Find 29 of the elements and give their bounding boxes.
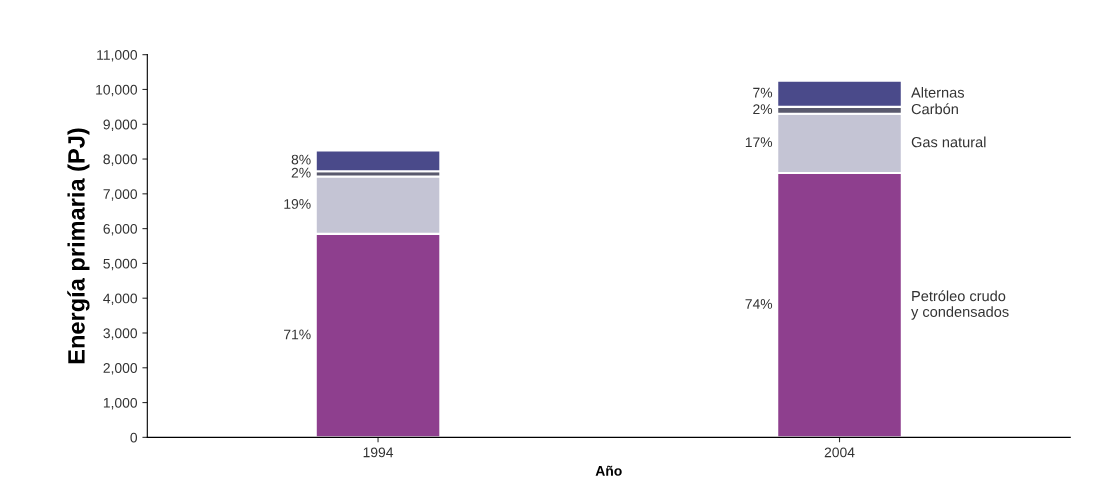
annotation: 2%	[291, 167, 311, 178]
y-axis-title: Energía primaria (PJ)	[67, 128, 90, 364]
annotation: 74%	[745, 299, 773, 309]
y-tick-label: 3,000	[103, 328, 138, 340]
y-tick-label: 1,000	[103, 397, 138, 410]
annotation: 17%	[745, 137, 773, 148]
annotation: 71%	[284, 329, 311, 340]
y-tick-label: 9,000	[103, 119, 138, 132]
bar	[314, 149, 442, 173]
y-tick-label: 2,000	[103, 363, 138, 375]
y-tick-label: 7,000	[103, 189, 138, 201]
y-tick-label: 10,000	[96, 84, 138, 97]
x-tick-label: 1994	[363, 447, 394, 458]
series-label: Gas natural	[911, 136, 986, 148]
y-tick-label: 4,000	[103, 293, 138, 306]
annotation: 8%	[291, 154, 311, 165]
y-tick-label: 6,000	[103, 223, 138, 236]
x-axis-title: Año	[595, 465, 622, 476]
x-tick-label: 2004	[824, 447, 855, 458]
y-tick-label: 5,000	[103, 258, 138, 271]
series-label: Alternas	[911, 87, 965, 98]
y-tick-label: 11,000	[97, 50, 138, 62]
annotation: 19%	[284, 199, 311, 209]
series-label: Petróleo crudo y condensados	[911, 290, 1009, 320]
y-tick-label: 8,000	[103, 154, 138, 166]
annotation: 2%	[753, 104, 773, 115]
series-label: Carbón	[911, 103, 958, 115]
y-tick-label: 0	[130, 432, 138, 443]
annotation: 7%	[753, 87, 773, 98]
